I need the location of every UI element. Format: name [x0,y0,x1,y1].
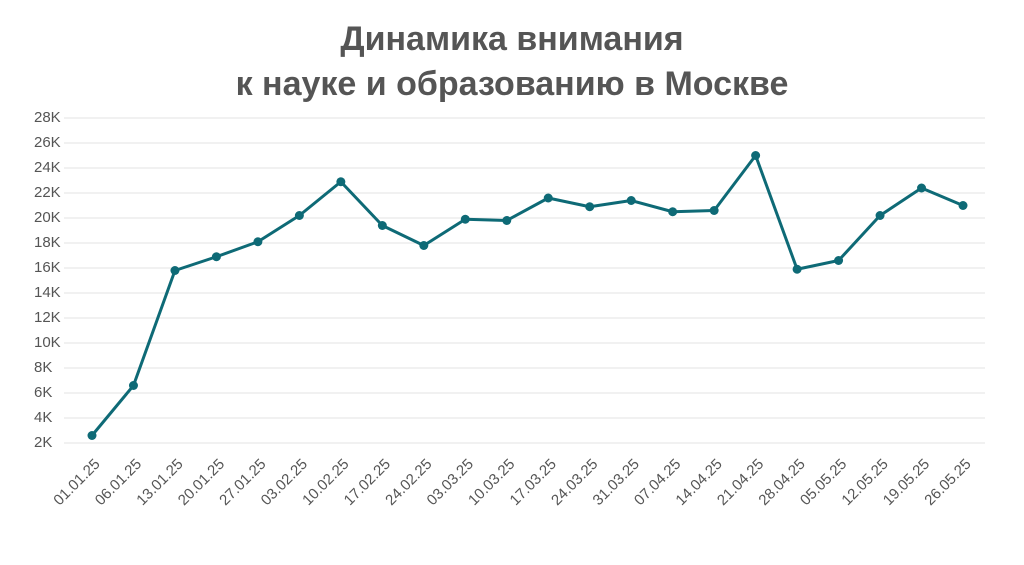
y-tick-label: 20K [34,209,61,226]
data-point [875,211,885,220]
y-tick-label: 28K [34,109,61,126]
data-point [502,216,512,225]
chart-title: к науке и образованию в Москве [236,65,789,103]
y-tick-label: 10K [34,334,61,351]
data-point [834,256,844,265]
data-point [958,201,968,210]
data-point [751,151,761,160]
data-point [792,264,802,274]
y-tick-label: 4K [34,409,52,426]
data-point [211,252,221,262]
y-tick-label: 2K [34,434,52,451]
y-tick-label: 18K [34,234,61,251]
data-point [294,211,304,220]
data-point [917,183,927,193]
data-point [87,431,97,440]
y-tick-label: 14K [34,284,61,301]
chart-title: Динамика внимания [340,20,683,58]
data-point [336,177,346,187]
y-tick-label: 12K [34,309,61,326]
data-point [170,266,180,275]
data-point [460,214,470,224]
data-point [543,193,553,203]
data-point [128,381,138,390]
y-tick-label: 8K [34,359,52,376]
data-point [668,207,678,217]
data-point [585,202,595,212]
data-point [253,237,263,247]
y-tick-label: 24K [34,159,61,176]
data-point [626,196,636,205]
y-tick-label: 16K [34,259,61,276]
data-point [419,241,429,250]
data-point [709,206,719,215]
data-line [90,154,964,437]
y-tick-label: 6K [34,384,52,401]
data-point [377,221,387,230]
y-tick-label: 22K [34,184,61,201]
y-tick-label: 26K [34,134,61,151]
